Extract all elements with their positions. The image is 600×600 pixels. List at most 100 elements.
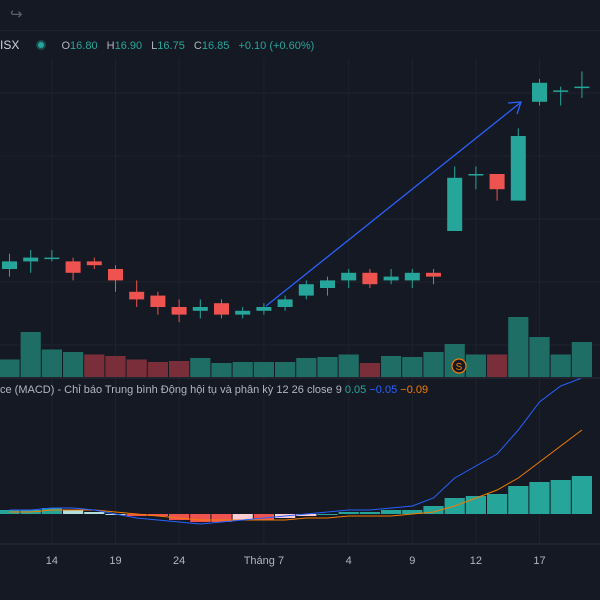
symbol-name[interactable]: ISX — [0, 38, 20, 52]
candle-body-24 — [510, 136, 526, 201]
candle-body-8 — [171, 307, 187, 315]
candle-21 — [447, 166, 463, 231]
candle-body-19 — [404, 272, 420, 281]
volume-bar-18 — [381, 356, 402, 377]
macd-hist-bar-11 — [232, 514, 253, 520]
candle-body-17 — [362, 272, 378, 285]
volume-bar-1 — [20, 332, 41, 377]
candle-9 — [192, 299, 208, 319]
candle-body-4 — [86, 261, 102, 266]
candle-body-16 — [341, 272, 357, 281]
candle-8 — [171, 299, 187, 323]
high-label: H — [106, 40, 115, 52]
x-tick-label-3: Tháng 7 — [244, 555, 284, 567]
trend-arrow-line — [265, 102, 521, 307]
macd-title[interactable]: ce (MACD) - Chỉ báo Trung bình Động hội … — [0, 384, 274, 396]
volume-bar-25 — [529, 337, 550, 377]
candle-body-6 — [129, 291, 145, 300]
signal-line — [9, 429, 583, 521]
candle-11 — [235, 307, 251, 319]
session-marker-icon — [451, 358, 467, 374]
candle-body-5 — [108, 269, 123, 281]
macd-hist-bar-15 — [317, 514, 338, 515]
redo-icon[interactable]: ↪ — [10, 6, 23, 23]
macd-hist-bar-6 — [126, 514, 147, 516]
macd-hist-bar-26 — [550, 480, 571, 514]
volume-bar-20 — [423, 352, 444, 377]
close-label: C — [193, 40, 202, 52]
candle-24 — [510, 128, 526, 201]
candle-25 — [532, 79, 547, 106]
macd-hist-bar-23 — [487, 494, 508, 514]
candle-body-1 — [23, 257, 39, 262]
chart-grid — [0, 58, 600, 544]
volume-bar-27 — [571, 342, 592, 377]
candle-body-18 — [383, 276, 399, 281]
close-value: 16.85 — [201, 40, 230, 52]
macd-hist-bar-14 — [296, 514, 317, 516]
trend-arrow-head — [507, 101, 522, 115]
candle-body-21 — [447, 177, 463, 231]
symbol-legend: ISX O16.80 H16.90 L16.75 C16.85 +0.10 (+… — [0, 36, 320, 54]
x-tick-label-4: 4 — [346, 555, 352, 567]
macd-hist-bar-7 — [147, 514, 168, 516]
volume-bar-26 — [550, 354, 571, 377]
candle-13 — [277, 295, 293, 311]
market-status-icon — [38, 42, 45, 48]
x-tick-label-5: 9 — [409, 555, 415, 567]
macd-hist-bar-10 — [211, 514, 232, 522]
candle-10 — [214, 299, 229, 319]
volume-bar-7 — [147, 362, 168, 377]
macd-hist-bar-20 — [423, 506, 444, 514]
candle-body-20 — [426, 272, 441, 277]
volume-bar-14 — [296, 358, 317, 377]
candle-body-27 — [574, 86, 590, 89]
signal-value: −0.05 — [369, 384, 398, 396]
session-marker[interactable]: S — [451, 358, 467, 374]
volume-bar-3 — [63, 352, 84, 377]
macd-hist-bar-8 — [169, 514, 190, 520]
low-value: 16.75 — [157, 40, 185, 52]
volume-bar-23 — [487, 354, 508, 377]
volume-bar-8 — [169, 361, 190, 377]
macd-legend: ce (MACD) - Chỉ báo Trung bình Động hội … — [0, 382, 428, 398]
volume-layer — [0, 317, 592, 377]
candle-body-14 — [298, 284, 314, 296]
macd-hist-bar-12 — [253, 514, 274, 520]
candle-body-22 — [468, 174, 484, 176]
macd-hist-bar-2 — [41, 508, 62, 514]
chart-toolbar: ↪ — [0, 0, 600, 31]
macd-params: 12 26 close 9 — [276, 384, 342, 396]
candle-body-10 — [214, 303, 229, 315]
candle-body-11 — [235, 310, 251, 315]
candle-19 — [404, 269, 420, 288]
macd-hist-bar-27 — [571, 476, 592, 514]
x-tick-label-1: 19 — [109, 555, 121, 567]
candle-body-2 — [44, 257, 60, 260]
candle-6 — [129, 280, 145, 307]
candle-body-23 — [489, 174, 505, 190]
candle-16 — [341, 269, 357, 288]
volume-bar-9 — [190, 358, 211, 377]
candle-1 — [23, 250, 39, 273]
low-label: L — [151, 40, 158, 52]
volume-bar-0 — [0, 359, 20, 377]
volume-bar-17 — [359, 363, 380, 377]
change-value: +0.10 (+0.60%) — [238, 40, 315, 52]
macd-line — [9, 377, 583, 525]
volume-bar-16 — [338, 354, 359, 377]
x-tick-label-0: 14 — [46, 555, 58, 567]
open-label: O — [61, 40, 71, 52]
open-value: 16.80 — [70, 40, 98, 52]
macd-hist-bar-19 — [402, 510, 423, 514]
candle-body-9 — [192, 307, 208, 311]
macd-hist-bar-9 — [190, 514, 211, 522]
candle-3 — [65, 257, 81, 281]
macd-hist-bar-4 — [84, 512, 105, 514]
session-marker-label: S — [456, 362, 463, 373]
candle-17 — [362, 269, 378, 288]
candle-5 — [108, 265, 123, 292]
candle-4 — [86, 257, 102, 269]
candle-15 — [320, 276, 335, 296]
